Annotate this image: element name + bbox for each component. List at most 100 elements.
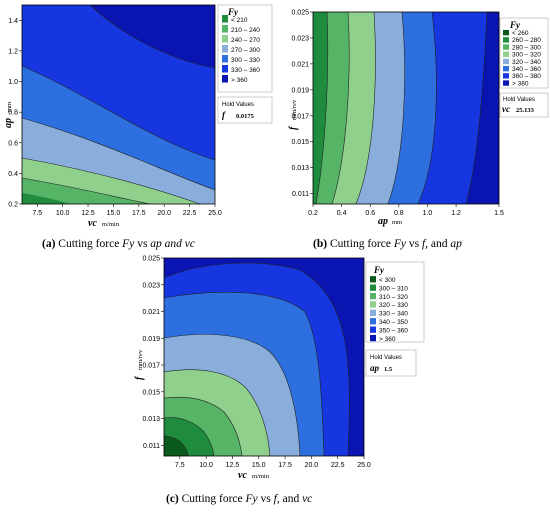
legend-swatch <box>370 292 376 300</box>
contour-line <box>315 11 329 205</box>
y-axis-label-c: f <box>134 375 145 380</box>
y-tick-label: 0.011 <box>143 443 160 450</box>
legend-swatch <box>503 44 509 50</box>
legend-label: 210 – 240 <box>231 27 260 34</box>
legend-label: 320 – 330 <box>379 302 408 309</box>
hold-title: Hold Values <box>370 355 402 361</box>
legend-label: > 360 <box>379 336 396 343</box>
x-axis-unit-b: mm <box>392 219 402 226</box>
caption-c: (c) Cutting force Fy vs f, and vc <box>166 493 312 505</box>
region-a-gt-360 <box>22 5 215 68</box>
legend-label: 330 – 340 <box>379 311 408 318</box>
caption-b: (b) Cutting force Fy vs f, and ap <box>313 238 462 250</box>
legend-entries-a: < 210 210 – 240 240 – 270 270 – 300 300 – 33… <box>222 15 260 84</box>
legend-title: Fy <box>509 20 521 30</box>
region-a-lt-210 <box>22 193 70 204</box>
contour-line <box>465 11 488 205</box>
legend-swatch <box>370 284 376 291</box>
y-tick-label: 1.4 <box>8 18 18 25</box>
hold-value: 1.5 <box>384 366 393 373</box>
plot-frame <box>312 11 500 205</box>
legend-label: 260 – 280 <box>512 37 541 44</box>
y-tick-label: 0.017 <box>142 363 160 370</box>
x-tick-label: 7.5 <box>32 210 42 217</box>
x-tick-label: 25.0 <box>208 210 222 217</box>
hold-values-a: Hold Values f 0.0175 <box>217 96 273 124</box>
hold-values-b: Hold Values vc 25.133 <box>499 92 549 118</box>
legend-label: 340 – 360 <box>512 66 541 73</box>
y-tick-label: 0.6 <box>8 140 18 147</box>
x-tick-label: 17.5 <box>278 462 292 469</box>
legend-swatch <box>222 55 228 63</box>
legend-swatch <box>370 326 376 333</box>
x-tick-label: 1.5 <box>494 210 504 217</box>
x-tick-label: 15.0 <box>107 210 121 217</box>
x-tick-label: 17.5 <box>132 210 146 217</box>
y-tick-label: 0.023 <box>291 35 309 42</box>
y-tick-label: 0.021 <box>291 61 309 68</box>
legend-label: < 260 <box>512 30 529 37</box>
contour-line <box>355 11 376 205</box>
x-tick-label: 12.5 <box>226 462 240 469</box>
contour-plot-a <box>21 4 216 205</box>
x-tick-label: 20.0 <box>305 462 319 469</box>
x-axis-label-b: ap <box>378 216 388 227</box>
caption-a: (a) Cutting force Fy vs ap and vc <box>42 238 195 250</box>
x-axis-ticks-a: 7.5 10.0 12.5 15.0 17.5 20.0 22.5 25.0 <box>32 204 222 217</box>
legend-swatch <box>370 276 376 283</box>
x-tick-label: 12.5 <box>81 210 95 217</box>
y-tick-label: 0.023 <box>142 282 160 289</box>
x-tick-label: 0.8 <box>394 210 404 217</box>
y-tick-label: 0.2 <box>8 202 18 209</box>
x-tick-label: 1.0 <box>423 210 433 217</box>
x-tick-label: 22.5 <box>331 462 345 469</box>
y-axis-ticks-a: 0.2 0.4 0.6 0.8 1.0 1.2 1.4 <box>8 18 22 209</box>
legend-swatch <box>222 65 228 73</box>
legend-swatch <box>222 45 228 53</box>
y-tick-label: 0.019 <box>142 336 160 343</box>
contour-plot-c <box>163 257 365 457</box>
contour-line <box>21 65 216 161</box>
legend-swatch <box>503 65 509 72</box>
hold-variable: vc <box>502 104 510 114</box>
x-tick-label: 0.4 <box>337 210 347 217</box>
region-a-210-240 <box>22 178 150 204</box>
x-tick-label: 10.0 <box>199 462 213 469</box>
contour-line <box>163 417 215 457</box>
contour-line <box>21 157 201 205</box>
legend-swatch <box>370 301 376 308</box>
hold-title: Hold Values <box>222 102 254 108</box>
legend-label: < 300 <box>379 277 396 284</box>
y-axis-unit-b: mm/rev <box>291 99 298 120</box>
y-tick-label: 0.4 <box>8 171 18 178</box>
legend-swatch <box>503 58 509 65</box>
legend-label: > 380 <box>512 80 529 87</box>
hold-box <box>217 96 273 124</box>
hold-value: 25.133 <box>516 107 535 114</box>
panel-c: 7.5 10.0 12.5 15.0 17.5 20.0 22.5 25.0 0.0110.0… <box>134 256 425 505</box>
legend-label: 350 – 360 <box>379 327 408 334</box>
x-tick-label: 1.2 <box>451 210 461 217</box>
y-tick-label: 0.015 <box>291 139 309 146</box>
hold-variable: f <box>222 110 226 120</box>
x-tick-label: 7.5 <box>175 462 185 469</box>
y-tick-label: 0.013 <box>142 416 160 423</box>
y-tick-label: 0.025 <box>291 10 309 17</box>
y-axis-ticks-b: 0.011 0.013 0.015 0.017 0.019 0.021 0.023 0.025 <box>291 10 313 198</box>
legend-swatch <box>370 318 376 325</box>
region-b-gt-380 <box>466 12 499 204</box>
legend-label: 300 – 310 <box>379 285 408 292</box>
contour-line <box>163 291 325 457</box>
contour-line <box>163 369 271 457</box>
legend-label: 360 – 380 <box>512 73 541 80</box>
y-tick-label: 0.025 <box>142 256 160 263</box>
legend-label: 270 – 300 <box>231 47 260 54</box>
x-tick-label: 10.0 <box>56 210 70 217</box>
x-tick-label: 0.2 <box>308 210 318 217</box>
legend-swatch <box>503 51 509 57</box>
contour-line <box>21 117 216 191</box>
legend-label: 330 – 360 <box>231 67 260 74</box>
